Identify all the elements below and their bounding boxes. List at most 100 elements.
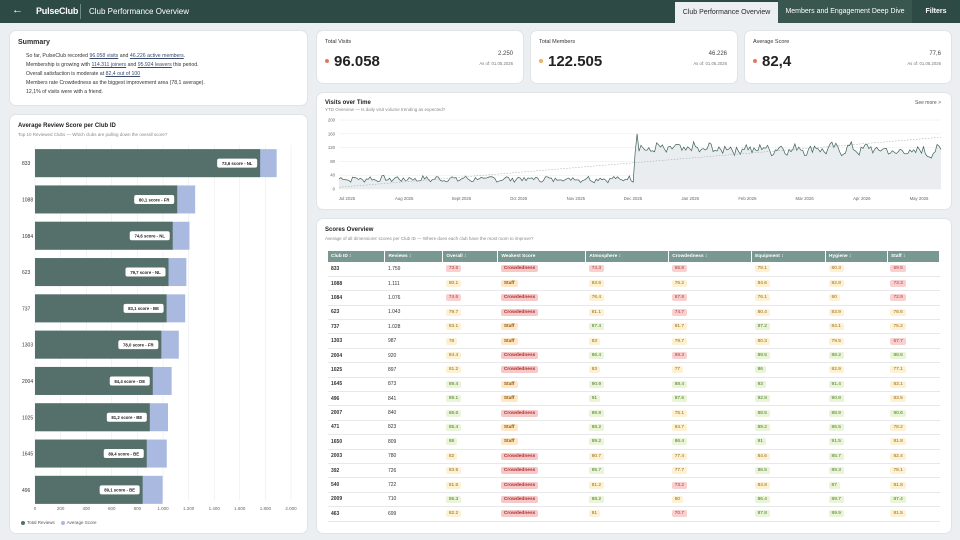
column-header[interactable]: Reviews ↕ (384, 251, 444, 262)
weakest-score-badge: Staff (500, 380, 518, 388)
table-row[interactable]: 540 722 81.6 Crowdedness 81.2 73.2 84.8 87 81.8 (328, 477, 940, 493)
table-cell: Crowdedness (497, 262, 586, 277)
column-header[interactable]: Overall ↕ (442, 251, 499, 262)
summary-link[interactable]: 96.058 visits (89, 53, 119, 59)
table-cell: 540 (328, 477, 385, 493)
summary-link[interactable]: 95.924 leavers (137, 62, 172, 69)
table-cell: 1025 (328, 362, 385, 378)
filters-button[interactable]: Filters (912, 0, 960, 23)
data-label-bg (106, 412, 147, 422)
table-row[interactable]: 471 823 85.4 Staff 88.2 84.7 89.2 86.5 78.2 (328, 420, 940, 436)
table-cell: 81.2 (442, 362, 498, 378)
table-row[interactable]: 623 1.043 79.7 Crowdedness 81.1 74.7 80.4 83.9 7… (328, 305, 940, 321)
table-cell: 80.3 (751, 333, 826, 349)
score-badge: 83 (588, 337, 601, 345)
table-row[interactable]: 1025 897 81.2 Crowdedness 83 77 86 82.9 77.1 (328, 362, 940, 378)
summary-link[interactable]: 46.226 active members (129, 53, 184, 59)
score-badge: 88.2 (828, 352, 844, 360)
line-chart-card: Visits over Time YTD Overview — Is daily… (317, 93, 951, 209)
score-badge: 91.4 (828, 380, 844, 388)
kpi-value: 82,4 (762, 53, 792, 70)
data-label: 78,0 score - FR (123, 342, 154, 347)
table-cell: 1.111 (384, 276, 443, 292)
kpi-label: Total Members (539, 39, 576, 45)
table-row[interactable]: 2007 840 86.6 Crowdedness 89.8 75.1 88.5 88.9 90… (328, 405, 940, 421)
column-header[interactable]: Equipment ↕ (751, 251, 827, 262)
table-cell: 699 (384, 506, 443, 522)
table-cell: 81.8 (887, 434, 940, 450)
table-cell: 77.7 (668, 463, 752, 479)
summary-link[interactable]: 82,4 out of 100 (105, 71, 141, 78)
score-badge: 88.6 (890, 352, 906, 360)
table-row[interactable]: 463 699 82.2 Crowdedness 81 70.7 87.8 89.9 81.5 (328, 506, 940, 522)
category-label: 496 (22, 488, 31, 494)
column-header[interactable]: Staff ↕ (887, 251, 940, 262)
score-badge: 89.4 (445, 380, 462, 388)
see-more-link[interactable]: See more > (915, 100, 941, 106)
table-cell: 85.4 (442, 420, 498, 436)
table-cell: 69.3 (668, 348, 752, 364)
score-badge: 84.4 (445, 352, 462, 360)
arrow-left-icon[interactable]: ← (12, 4, 23, 16)
x-tick-label: 1.000 (157, 506, 169, 511)
score-badge: 81.6 (445, 481, 462, 489)
score-badge: 86.5 (754, 467, 770, 475)
table-row[interactable]: 2004 920 84.4 Crowdedness 86.4 69.3 89.5 88.2 88… (328, 348, 940, 364)
table-row[interactable]: 833 1.759 73.6 Crowdedness 74.3 65.8 78.1 80.3 6… (328, 262, 940, 277)
table-cell: 841 (384, 391, 443, 407)
score-badge: 74.3 (588, 265, 605, 273)
score-badge: 88 (445, 438, 458, 446)
score-badge: 89.1 (445, 395, 462, 403)
table-row[interactable]: 392 726 83.5 Crowdedness 85.7 77.7 86.5 89.3 78.… (328, 463, 940, 479)
score-badge: 84.1 (828, 323, 844, 331)
score-badge: 80.1 (445, 280, 462, 288)
table-cell: 87.6 (668, 391, 752, 407)
table-cell: 87.4 (585, 319, 669, 335)
score-badge: 80 (671, 495, 684, 503)
table-row[interactable]: 1650 809 88 Staff 89.2 86.4 91 91.5 81.8 (328, 434, 940, 450)
column-header[interactable]: Weakest Score (497, 251, 587, 262)
score-badge: 91.5 (828, 438, 844, 446)
table-row[interactable]: 737 1.028 83.1 Staff 87.4 81.7 87.2 84.1 75.2 (328, 319, 940, 335)
score-badge: 86.6 (445, 409, 462, 417)
table-row[interactable]: 1303 987 78 Staff 83 79.7 80.3 79.5 67.7 (328, 333, 940, 349)
column-header[interactable]: Crowdedness ↕ (668, 251, 753, 262)
table-cell: 83.5 (887, 391, 940, 407)
score-badge: 70.7 (671, 510, 688, 518)
data-label: 74,6 score - NL (134, 234, 165, 239)
table-row[interactable]: 1645 873 89.4 Staff 90.9 88.4 93 91.4 83.1 (328, 377, 940, 393)
table-row[interactable]: 2009 710 86.3 Crowdedness 88.2 80 86.4 89.7 87.4 (328, 492, 940, 508)
tab-members-engagement[interactable]: Members and Engagement Deep Dive (778, 0, 912, 23)
table-cell: 65.8 (668, 262, 752, 277)
column-header[interactable]: Atmosphere ↕ (585, 251, 670, 262)
score-badge: 84.8 (754, 481, 770, 489)
table-cell: 1.028 (384, 319, 443, 335)
summary-line: 12,1% of visits were with a friend. (26, 89, 103, 96)
weakest-score-badge: Crowdedness (500, 510, 539, 518)
summary-link[interactable]: 114.311 joiners (91, 62, 127, 69)
bar-chart-legend: Total Reviews Average Score (21, 520, 96, 525)
table-cell: 87 (825, 477, 888, 493)
table-cell: 2004 (328, 348, 385, 364)
score-badge: 88.2 (588, 495, 605, 503)
table-cell: 83.9 (825, 305, 888, 321)
kpi-asof: As of: 01.05.2026 (907, 61, 941, 66)
table-row[interactable]: 496 841 89.1 Staff 91 87.6 92.8 90.8 83.5 (328, 391, 940, 407)
column-header[interactable]: Hygiene ↕ (825, 251, 888, 262)
table-cell: 82.2 (442, 506, 498, 522)
table-row[interactable]: 2003 780 82 Crowdedness 80.7 77.4 84.6 85.7 82.4 (328, 449, 940, 464)
weakest-score-badge: Crowdedness (500, 452, 539, 460)
table-cell: 90.9 (585, 377, 669, 393)
score-badge: 89.5 (754, 352, 770, 360)
scores-table-scroll[interactable]: Club ID ↕ Reviews ↕ Overall ↕ Weakest Score… (328, 251, 940, 531)
table-row[interactable]: 1088 1.111 80.1 Staff 83.6 76.2 84.6 82.8 73.3 (328, 276, 940, 292)
table-cell: 87.4 (887, 492, 940, 508)
x-tick-label: Feb 2026 (738, 196, 757, 201)
tab-club-performance[interactable]: Club Performance Overview (675, 0, 778, 23)
column-header[interactable]: Club ID ↕ (328, 251, 386, 262)
table-cell: 88.2 (585, 420, 669, 436)
page-title: Club Performance Overview (89, 7, 190, 16)
score-badge: 74.7 (671, 308, 688, 316)
table-cell: 82.9 (825, 362, 888, 378)
table-row[interactable]: 1084 1.076 74.6 Crowdedness 76.4 67.8 76.1 80 72… (328, 290, 940, 306)
